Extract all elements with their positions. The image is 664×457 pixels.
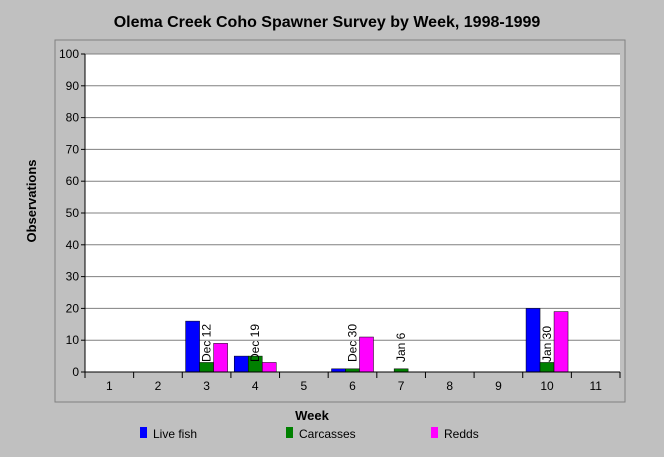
x-tick-label: 11 [589, 379, 602, 393]
x-tick-label: 3 [203, 379, 210, 393]
x-tick-label: 1 [106, 379, 113, 393]
y-tick-label: 10 [66, 333, 80, 347]
bar-carcasses [199, 362, 214, 373]
x-tick-label: 5 [301, 379, 308, 393]
y-tick-label: 80 [66, 111, 80, 125]
week-date-annotation: Jan 30 [540, 326, 554, 362]
week-date-annotation: Dec 30 [346, 324, 360, 362]
bar-live-fish [185, 320, 200, 373]
y-tick-label: 20 [66, 301, 80, 315]
x-axis-ticks: 1 2 3 4 5 6 7 8 9 10 11 [84, 372, 621, 393]
gridlines [85, 53, 620, 341]
y-tick-label: 100 [59, 47, 79, 61]
bar-live-fish [525, 308, 541, 373]
bar-redds [359, 336, 374, 373]
bar-carcasses [539, 362, 555, 373]
bar-live-fish [233, 355, 249, 373]
y-tick-label: 40 [66, 238, 80, 252]
legend-swatch [431, 427, 438, 438]
y-tick-label: 70 [66, 142, 80, 156]
legend-swatch [286, 427, 293, 438]
week-date-annotation: Jan 6 [394, 332, 408, 362]
x-axis-label: Week [295, 408, 329, 423]
legend-label: Live fish [153, 427, 197, 441]
legend-swatch [140, 427, 147, 438]
y-tick-label: 90 [66, 79, 80, 93]
bar-redds [213, 343, 228, 373]
week-date-annotation: Dec 19 [248, 324, 262, 362]
y-tick-label: 50 [66, 206, 80, 220]
legend-label: Redds [444, 427, 479, 441]
x-tick-label: 4 [252, 379, 259, 393]
x-tick-label: 2 [155, 379, 162, 393]
y-tick-label: 30 [66, 270, 80, 284]
x-tick-label: 9 [495, 379, 502, 393]
bar-redds [261, 362, 277, 373]
week-date-annotation: Dec 12 [200, 324, 214, 362]
chart-title: Olema Creek Coho Spawner Survey by Week,… [114, 14, 541, 31]
x-tick-label: 8 [446, 379, 453, 393]
y-tick-label: 60 [66, 174, 80, 188]
x-tick-label: 6 [349, 379, 356, 393]
y-axis-ticks: 0 10 20 30 40 50 60 70 80 90 100 [59, 47, 85, 379]
legend: Live fish Carcasses Redds [140, 427, 479, 441]
y-axis-label: Observations [24, 159, 39, 242]
y-tick-label: 0 [72, 365, 79, 379]
x-tick-label: 7 [398, 379, 405, 393]
bar-redds [553, 311, 569, 373]
annotations: Dec 12 Dec 19 Dec 30 Jan 6 Jan 30 [200, 324, 554, 362]
x-tick-label: 10 [540, 379, 554, 393]
legend-label: Carcasses [299, 427, 356, 441]
bars [185, 308, 569, 373]
